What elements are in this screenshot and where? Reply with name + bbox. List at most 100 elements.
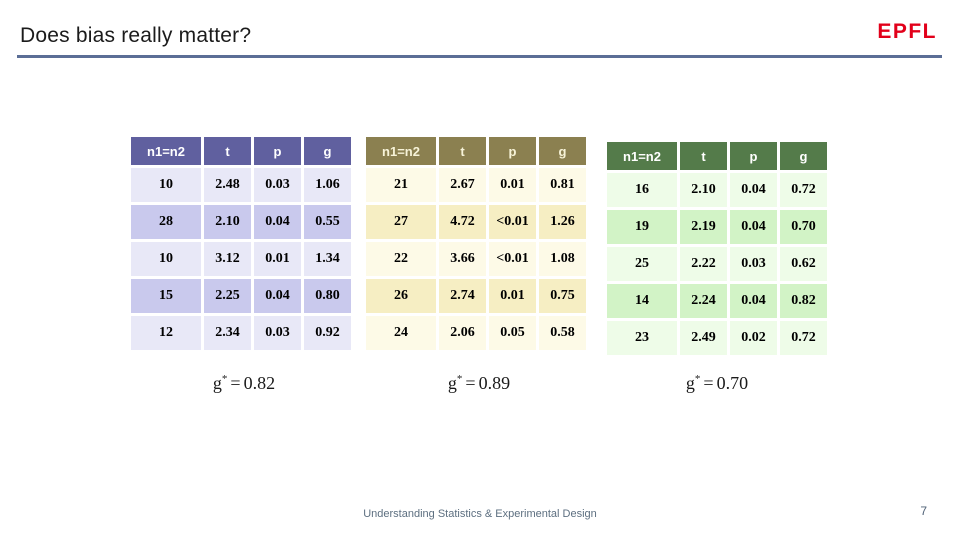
table-cell: 2.22 [680, 247, 727, 281]
table-row: 26 2.74 0.01 0.75 [366, 279, 586, 313]
stats-table-purple: n1=n2 t p g 10 2.48 0.03 1.06 28 2.10 0.04 0.55 10 3.… [128, 134, 354, 353]
table-cell: 0.92 [304, 316, 351, 350]
g-star-label-green: g* = 0.70 [604, 373, 830, 394]
g-symbol: g [212, 373, 222, 393]
table-cell: 15 [131, 279, 201, 313]
table-cell: 0.04 [254, 205, 301, 239]
equals-sign: = [465, 373, 476, 393]
header-row: n1=n2 t p g [131, 137, 351, 165]
asterisk: * [694, 373, 701, 385]
column-header-p: p [489, 137, 536, 165]
purple-table: n1=n2 t p g 10 2.48 0.03 1.06 28 2.10 0.04 0.55 10 3.… [128, 134, 354, 353]
table-cell: 2.74 [439, 279, 486, 313]
table-cell: 2.48 [204, 168, 251, 202]
table-cell: 10 [131, 168, 201, 202]
g-star-value: 0.82 [243, 373, 276, 393]
column-header-t: t [204, 137, 251, 165]
table-cell: 0.82 [780, 284, 827, 318]
table-cell: 0.01 [489, 279, 536, 313]
table-cell: 16 [607, 173, 677, 207]
table-cell: <0.01 [489, 242, 536, 276]
page-title: Does bias really matter? [20, 24, 252, 47]
table-cell: 0.75 [539, 279, 586, 313]
table-cell: 0.58 [539, 316, 586, 350]
table-cell: 21 [366, 168, 436, 202]
table-cell: 0.02 [730, 321, 777, 355]
g-star-value: 0.89 [478, 373, 511, 393]
table-row: 21 2.67 0.01 0.81 [366, 168, 586, 202]
title-underline [17, 55, 942, 58]
table-cell: 24 [366, 316, 436, 350]
table-cell: 22 [366, 242, 436, 276]
g-star-value: 0.70 [716, 373, 749, 393]
header-row: n1=n2 t p g [366, 137, 586, 165]
asterisk: * [456, 373, 463, 385]
stats-table-green: n1=n2 t p g 16 2.10 0.04 0.72 19 2.19 0.04 0.70 25 2.… [604, 139, 830, 358]
column-header-n1n2: n1=n2 [607, 142, 677, 170]
table-row: 25 2.22 0.03 0.62 [607, 247, 827, 281]
table-cell: 0.03 [730, 247, 777, 281]
table-cell: 0.80 [304, 279, 351, 313]
table-cell: 0.04 [730, 284, 777, 318]
equals-sign: = [230, 373, 241, 393]
table-row: 28 2.10 0.04 0.55 [131, 205, 351, 239]
table-cell: 14 [607, 284, 677, 318]
table-cell: 0.05 [489, 316, 536, 350]
table-row: 14 2.24 0.04 0.82 [607, 284, 827, 318]
column-header-g: g [539, 137, 586, 165]
table-row: 10 2.48 0.03 1.06 [131, 168, 351, 202]
table-cell: 0.81 [539, 168, 586, 202]
column-header-p: p [254, 137, 301, 165]
table-cell: 0.03 [254, 316, 301, 350]
table-cell: 27 [366, 205, 436, 239]
table-cell: 3.12 [204, 242, 251, 276]
table-cell: 12 [131, 316, 201, 350]
table-cell: 2.25 [204, 279, 251, 313]
table-cell: 10 [131, 242, 201, 276]
table-row: 27 4.72 <0.01 1.26 [366, 205, 586, 239]
table-cell: 1.06 [304, 168, 351, 202]
table-cell: 2.24 [680, 284, 727, 318]
table-row: 10 3.12 0.01 1.34 [131, 242, 351, 276]
column-header-g: g [304, 137, 351, 165]
table-cell: 0.04 [254, 279, 301, 313]
table-cell: 19 [607, 210, 677, 244]
table-cell: 23 [607, 321, 677, 355]
table-cell: 2.06 [439, 316, 486, 350]
table-row: 15 2.25 0.04 0.80 [131, 279, 351, 313]
table-cell: 0.01 [254, 242, 301, 276]
column-header-t: t [680, 142, 727, 170]
table-cell: 0.01 [489, 168, 536, 202]
header-row: n1=n2 t p g [607, 142, 827, 170]
g-symbol: g [685, 373, 695, 393]
table-cell: 0.62 [780, 247, 827, 281]
table-cell: 0.70 [780, 210, 827, 244]
table-cell: 0.03 [254, 168, 301, 202]
g-star-label-olive: g* = 0.89 [366, 373, 592, 394]
column-header-g: g [780, 142, 827, 170]
table-cell: 0.04 [730, 210, 777, 244]
asterisk: * [221, 373, 228, 385]
stats-table-olive: n1=n2 t p g 21 2.67 0.01 0.81 27 4.72 <0.01 1.26 22 3… [363, 134, 589, 353]
table-cell: 4.72 [439, 205, 486, 239]
page-number: 7 [920, 504, 927, 518]
table-cell: <0.01 [489, 205, 536, 239]
table-row: 19 2.19 0.04 0.70 [607, 210, 827, 244]
g-star-label-purple: g* = 0.82 [131, 373, 357, 394]
table-row: 12 2.34 0.03 0.92 [131, 316, 351, 350]
olive-table: n1=n2 t p g 21 2.67 0.01 0.81 27 4.72 <0.01 1.26 22 3… [363, 134, 589, 353]
table-cell: 28 [131, 205, 201, 239]
table-cell: 2.10 [680, 173, 727, 207]
column-header-n1n2: n1=n2 [131, 137, 201, 165]
table-cell: 0.72 [780, 173, 827, 207]
green-table: n1=n2 t p g 16 2.10 0.04 0.72 19 2.19 0.04 0.70 25 2.… [604, 139, 830, 358]
table-cell: 2.19 [680, 210, 727, 244]
table-row: 24 2.06 0.05 0.58 [366, 316, 586, 350]
table-cell: 25 [607, 247, 677, 281]
table-cell: 0.72 [780, 321, 827, 355]
table-cell: 2.49 [680, 321, 727, 355]
table-cell: 1.26 [539, 205, 586, 239]
table-cell: 0.04 [730, 173, 777, 207]
table-row: 23 2.49 0.02 0.72 [607, 321, 827, 355]
table-cell: 2.67 [439, 168, 486, 202]
